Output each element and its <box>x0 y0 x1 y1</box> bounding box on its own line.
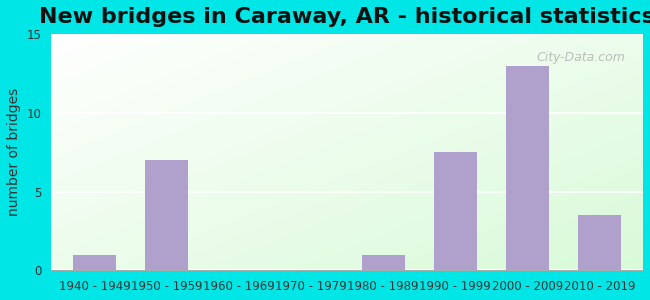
Y-axis label: number of bridges: number of bridges <box>7 88 21 216</box>
Bar <box>434 152 477 270</box>
Bar <box>73 255 116 270</box>
Bar <box>361 255 405 270</box>
Bar <box>578 215 621 270</box>
Bar <box>506 66 549 270</box>
Text: City-Data.com: City-Data.com <box>536 51 625 64</box>
Bar <box>145 160 188 270</box>
Title: New bridges in Caraway, AR - historical statistics: New bridges in Caraway, AR - historical … <box>39 7 650 27</box>
